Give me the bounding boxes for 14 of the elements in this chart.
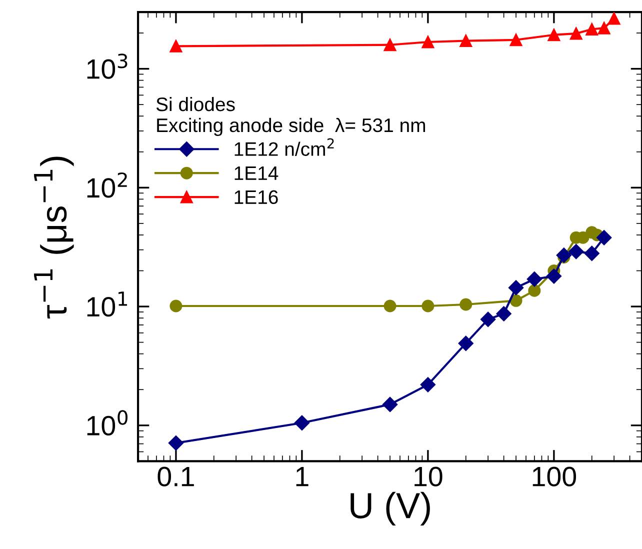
x-axis-title: U (V) bbox=[350, 492, 430, 526]
x-tick-label: 1 bbox=[296, 467, 308, 486]
y-axis-title: τ$^{−1}$ (μs$^{−1}$) bbox=[34, 156, 74, 318]
x-tick-label: 10 bbox=[414, 466, 442, 486]
legend-label: 1E14 bbox=[234, 166, 278, 180]
y-tick-label: 10$^{1}$ bbox=[87, 292, 127, 317]
y-tick-label: 10$^{3}$ bbox=[87, 54, 128, 79]
y-tick-label: 10$^{0}$ bbox=[87, 410, 128, 436]
legend-label: 1E12 n/cm$^{2}$ bbox=[234, 138, 334, 156]
x-tick-label: 100 bbox=[532, 466, 576, 486]
x-tick-label: 0.1 bbox=[158, 466, 194, 486]
legend-title: Si diodes Exciting anode side λ= 531 nm bbox=[156, 96, 426, 136]
legend-label: 1E16 bbox=[234, 190, 278, 204]
y-tick-label: 10$^{2}$ bbox=[87, 172, 127, 198]
